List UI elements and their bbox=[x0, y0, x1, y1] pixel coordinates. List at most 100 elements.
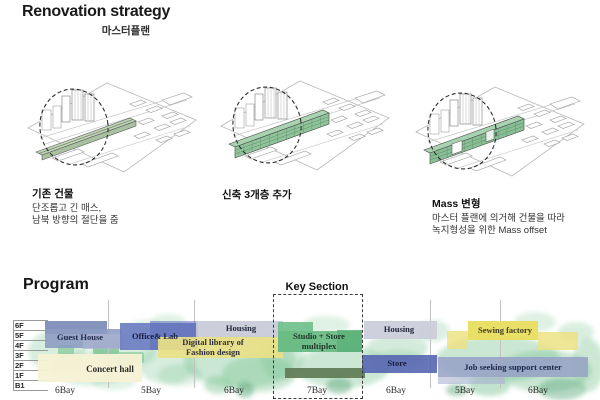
program-block-guest-house bbox=[45, 321, 107, 334]
site-plan-drawing bbox=[220, 80, 390, 171]
floor-axis-label: 6F bbox=[15, 320, 24, 330]
watercolor-blob bbox=[366, 334, 428, 362]
floor-grid-line bbox=[13, 350, 48, 351]
strategy-caption-desc: 녹지형성을 위한 Mass offset bbox=[432, 224, 547, 236]
watercolor-blob bbox=[572, 338, 600, 392]
floor-axis-label: 2F bbox=[15, 360, 24, 370]
program-block-label-digital-library: Digital library of Fashion design bbox=[182, 337, 244, 357]
watercolor-blob bbox=[296, 346, 390, 388]
watercolor-blob bbox=[326, 378, 352, 394]
bay-axis-label: 5Bay bbox=[140, 386, 162, 396]
strategy-diagram-existing bbox=[12, 80, 198, 180]
watercolor-blob bbox=[538, 378, 586, 400]
site-plan-drawing bbox=[27, 82, 197, 173]
program-block-mass-bar bbox=[285, 368, 365, 378]
bay-axis-label: 6Bay bbox=[54, 386, 76, 396]
page-title: Renovation strategy bbox=[22, 3, 171, 20]
bay-divider-line bbox=[108, 300, 109, 388]
strategy-caption-title: Mass 변형 bbox=[432, 198, 481, 210]
program-title: Program bbox=[23, 276, 89, 293]
strategy-caption-mass: Mass 변형 마스터 플랜에 의거해 건물을 따라 녹지형성을 위한 Mass… bbox=[432, 196, 565, 236]
watercolor-blob bbox=[558, 322, 594, 342]
program-block-label-sewing-factory: Sewing factory bbox=[477, 325, 533, 335]
strategy-diagram-addition bbox=[205, 78, 391, 178]
watercolor-blob bbox=[468, 376, 510, 396]
bay-axis-label: 6Bay bbox=[223, 386, 245, 396]
bay-axis-label: 6Bay bbox=[385, 386, 407, 396]
program-block-label-housing-right: Housing bbox=[383, 324, 415, 334]
bay-axis-label: 7Bay bbox=[306, 386, 328, 396]
watercolor-blob bbox=[150, 314, 186, 330]
program-block-studio-store-multiplex bbox=[278, 322, 313, 352]
floor-grid-line bbox=[13, 360, 48, 361]
floor-axis-label: B1 bbox=[15, 380, 25, 390]
watercolor-blob bbox=[204, 376, 232, 394]
watercolor-blob bbox=[138, 346, 196, 384]
watercolor-blob bbox=[236, 382, 254, 398]
strategy-caption-desc: 마스터 플랜에 의거해 건물을 따라 bbox=[432, 213, 565, 224]
key-section-box bbox=[273, 294, 363, 399]
floor-grid-line bbox=[13, 390, 48, 391]
watercolor-patch bbox=[58, 345, 74, 355]
program-block-studio-store-multiplex bbox=[337, 330, 362, 352]
bay-divider-line bbox=[500, 300, 501, 388]
floor-grid-line bbox=[13, 340, 48, 341]
program-block-guest-house bbox=[45, 329, 122, 348]
program-block-label-concert-hall: Concert hall bbox=[86, 364, 134, 374]
program-block-store bbox=[362, 355, 437, 373]
key-section-label: Key Section bbox=[285, 281, 349, 293]
floor-grid-line bbox=[13, 380, 48, 381]
watercolor-blob bbox=[92, 372, 136, 390]
program-block-label-store: Store bbox=[387, 358, 407, 368]
watercolor-blob bbox=[184, 334, 296, 388]
program-block-office-lab bbox=[150, 321, 198, 350]
program-block-label-guest-house: Guest House bbox=[56, 332, 104, 342]
watercolor-blob bbox=[436, 336, 560, 382]
floor-grid-line bbox=[13, 370, 48, 371]
strategy-caption-addition: 신축 3개층 추가 bbox=[222, 187, 292, 204]
watercolor-blob bbox=[52, 350, 126, 386]
program-block-studio-store-multiplex bbox=[278, 331, 362, 352]
watercolor-blob bbox=[446, 384, 468, 396]
program-block-sewing-factory bbox=[538, 332, 578, 350]
watercolor-blob bbox=[92, 336, 156, 368]
program-block-office-lab bbox=[120, 323, 198, 350]
watercolor-blob bbox=[372, 350, 426, 372]
program-block-sewing-factory bbox=[447, 331, 468, 349]
bay-axis-label: 6Bay bbox=[527, 386, 549, 396]
watercolor-blob bbox=[302, 316, 350, 334]
floor-axis-label: 3F bbox=[15, 350, 24, 360]
watercolor-blob bbox=[158, 364, 202, 386]
watercolor-patch bbox=[118, 352, 144, 363]
watercolor-patch bbox=[93, 340, 119, 354]
program-block-digital-library bbox=[158, 337, 283, 358]
floor-grid-line bbox=[13, 330, 48, 331]
bay-divider-line bbox=[194, 300, 195, 388]
strategy-caption-title: 기존 건물 bbox=[32, 188, 74, 200]
strategy-caption-desc: 단조롭고 긴 매스, bbox=[32, 203, 102, 214]
program-block-job-seeking-support-center bbox=[438, 377, 505, 384]
watercolor-blob bbox=[124, 320, 168, 344]
bay-axis-label: 5Bay bbox=[454, 386, 476, 396]
watercolor-blob bbox=[416, 320, 450, 342]
site-plan-drawing bbox=[415, 86, 585, 177]
program-block-label-studio-store-multiplex: Studio + Store multiplex bbox=[293, 331, 345, 351]
program-block-sewing-factory bbox=[468, 321, 538, 340]
watercolor-blob bbox=[498, 350, 592, 392]
watercolor-blob bbox=[260, 328, 304, 380]
program-block-guest-house bbox=[83, 334, 123, 349]
floor-axis-label: 4F bbox=[15, 340, 24, 350]
program-block-label-job-seeking-support-center: Job seeking support center bbox=[464, 362, 562, 372]
watercolor-blob bbox=[222, 356, 296, 392]
strategy-caption-title: 신축 3개층 추가 bbox=[222, 189, 292, 201]
program-block-housing-right bbox=[364, 321, 437, 339]
floor-grid-line bbox=[13, 320, 48, 321]
floor-axis-label: 1F bbox=[15, 370, 24, 380]
program-block-label-office-lab: Office& Lab bbox=[131, 331, 179, 341]
program-block-job-seeking-support-center bbox=[438, 357, 588, 377]
strategy-diagram-mass-offset bbox=[400, 84, 586, 184]
strategy-caption-desc: 남북 방향의 절단을 줌 bbox=[32, 214, 119, 226]
program-block-label-housing-left: Housing bbox=[225, 323, 257, 333]
program-block-concert-hall bbox=[38, 354, 142, 382]
